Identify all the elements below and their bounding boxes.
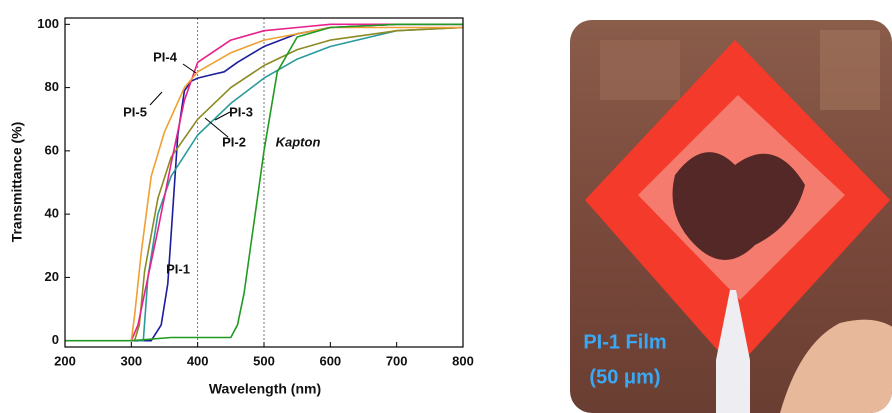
y-tick-label: 60: [45, 142, 59, 157]
label-leader: [150, 92, 162, 105]
x-tick-label: 400: [187, 353, 209, 368]
x-tick-label: 300: [120, 353, 142, 368]
x-tick-label: 200: [54, 353, 76, 368]
y-tick-label: 40: [45, 206, 59, 221]
photo-caption: (50 μm): [589, 366, 660, 388]
y-tick-label: 20: [45, 269, 59, 284]
series-label: PI-5: [123, 104, 147, 119]
y-tick-label: 0: [52, 332, 59, 347]
y-tick-label: 100: [37, 16, 59, 31]
photo-blur: [600, 40, 680, 100]
x-tick-label: 500: [253, 353, 275, 368]
y-axis-title: Transmittance (%): [9, 122, 25, 243]
label-leader: [205, 118, 228, 137]
x-tick-label: 700: [386, 353, 408, 368]
series-line: [131, 24, 463, 340]
x-axis-title: Wavelength (nm): [209, 381, 321, 397]
series-line: [135, 28, 463, 341]
series-line: [131, 24, 463, 340]
series-label: PI-1: [166, 261, 190, 276]
photo: PI-1 Film (50 μm): [570, 20, 892, 413]
series-label: PI-2: [222, 134, 246, 149]
series-line: [138, 28, 463, 341]
x-tick-label: 800: [452, 353, 474, 368]
page: {"chart_data": {"type": "line", "xlabel"…: [0, 0, 892, 413]
photo-blur: [820, 30, 880, 110]
series-label: Kapton: [276, 134, 321, 149]
label-leader: [183, 64, 196, 73]
x-tick-label: 600: [319, 353, 341, 368]
figure: Wavelength (nm) Transmittance (%) 200300…: [0, 0, 892, 413]
series-label: PI-4: [153, 49, 178, 64]
series-line: [131, 28, 463, 341]
series-label: PI-3: [229, 104, 253, 119]
y-tick-label: 80: [45, 79, 59, 94]
photo-caption: PI-1 Film: [583, 331, 666, 353]
